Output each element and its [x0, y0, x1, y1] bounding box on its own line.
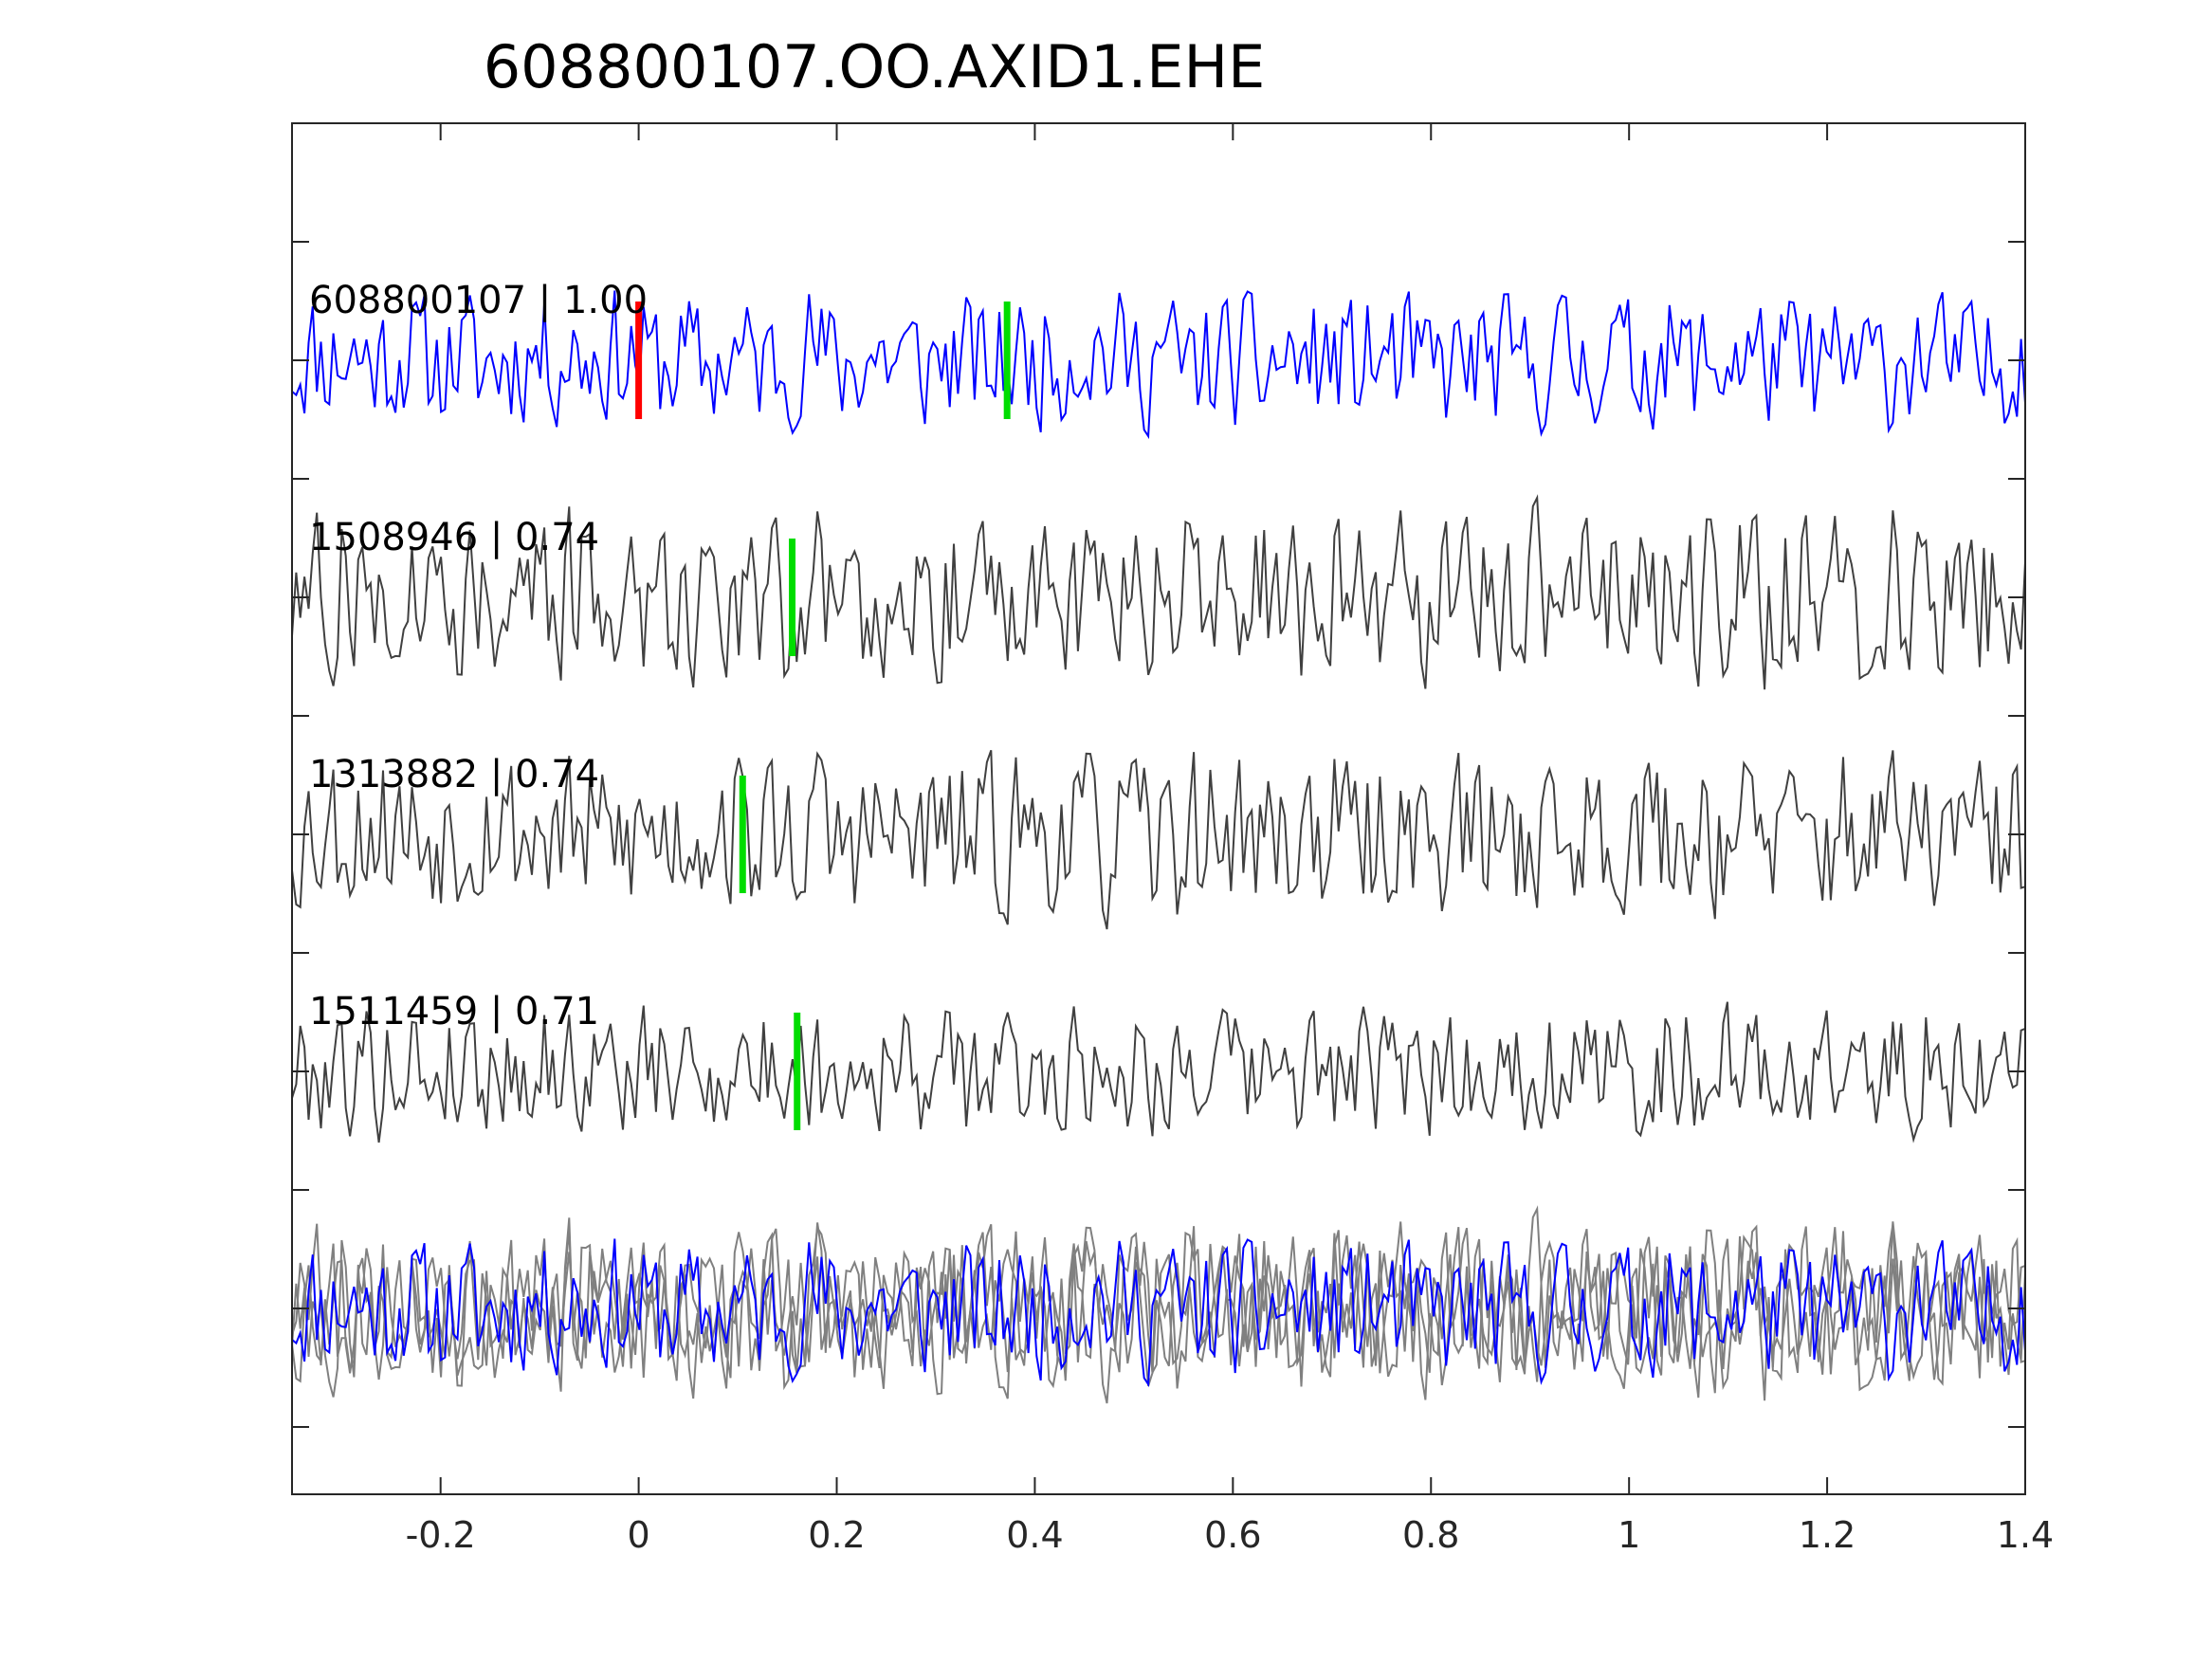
- trace-1-waveform: [291, 290, 2026, 440]
- trace-4-label: 1511459 | 0.71: [309, 990, 599, 1033]
- trace-2-waveform: [291, 494, 2026, 690]
- trace-4-waveform: [291, 1001, 2026, 1143]
- x-tick-label: 0.4: [1006, 1514, 1063, 1556]
- trace-3-waveform: [291, 749, 2026, 930]
- x-tick-label: -0.2: [406, 1514, 476, 1556]
- x-tick-label: 0.6: [1204, 1514, 1261, 1556]
- axes-frame: [291, 122, 2026, 1495]
- x-tick-label: 0: [628, 1514, 650, 1556]
- chart-title: 608800107.OO.AXID1.EHE: [484, 32, 1266, 101]
- trace-1-label: 608800107 | 1.00: [309, 279, 648, 322]
- overlay-waveform-1: [291, 1238, 2026, 1388]
- trace-3-label: 1313882 | 0.74: [309, 753, 599, 796]
- x-tick-label: 1: [1618, 1514, 1640, 1556]
- overlay-waveform-4: [291, 1238, 2026, 1381]
- x-tick-label: 1.4: [1997, 1514, 2054, 1556]
- trace-2-label: 1508946 | 0.74: [309, 516, 599, 559]
- x-tick-label: 0.2: [808, 1514, 865, 1556]
- x-tick-label: 1.2: [1799, 1514, 1856, 1556]
- x-tick-label: 0.8: [1402, 1514, 1459, 1556]
